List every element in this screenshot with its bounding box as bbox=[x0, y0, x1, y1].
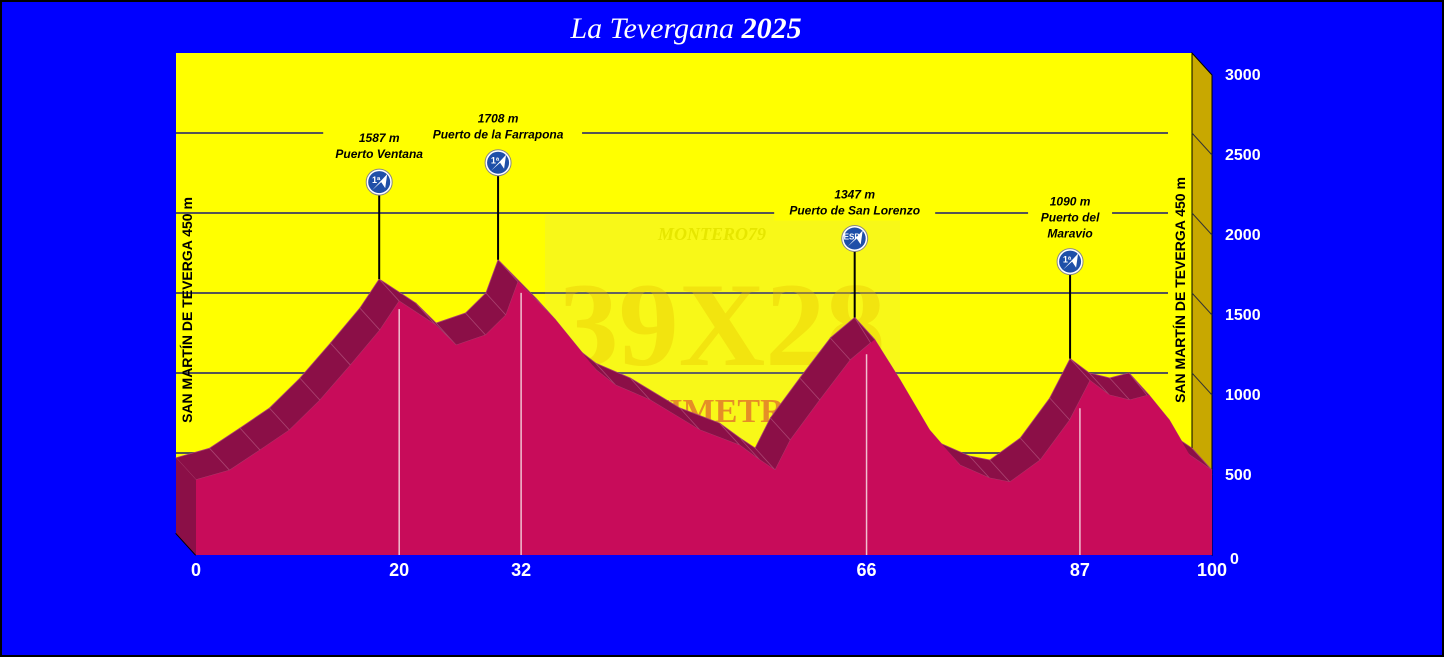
climb-name: Puerto de la Farrapona bbox=[433, 128, 564, 142]
x-tick-label: 0 bbox=[191, 560, 201, 580]
y-tick-label: 0 bbox=[1230, 551, 1239, 568]
climb-category: 1ª bbox=[372, 175, 381, 185]
climb-name: Puerto del bbox=[1041, 211, 1100, 225]
x-tick-label: 66 bbox=[857, 560, 877, 580]
climb-name: Puerto de San Lorenzo bbox=[789, 203, 920, 217]
start-label: SAN MARTÍN DE TEVERGA 450 m bbox=[179, 197, 195, 423]
y-tick-label: 1000 bbox=[1225, 387, 1261, 404]
climb-label-bg bbox=[1028, 193, 1113, 244]
y-tick-label: 3000 bbox=[1225, 67, 1261, 84]
side-gridline bbox=[1191, 132, 1213, 156]
mountain-arrow-icon bbox=[1063, 253, 1079, 270]
y-tick-label: 2000 bbox=[1225, 227, 1261, 244]
climb-elevation: 1708 m bbox=[478, 112, 519, 126]
climb-category-icon bbox=[843, 227, 866, 250]
y-tick-label: 500 bbox=[1225, 467, 1252, 484]
climb-elevation: 1347 m bbox=[834, 187, 875, 201]
climb-category-icon bbox=[487, 151, 510, 174]
y-tick-label: 2500 bbox=[1225, 147, 1261, 164]
x-tick-label: 32 bbox=[511, 560, 531, 580]
x-tick-label: 87 bbox=[1070, 560, 1090, 580]
climb-name: Puerto Ventana bbox=[335, 147, 423, 161]
side-gridline bbox=[1191, 292, 1213, 316]
mountain-arrow-icon bbox=[847, 230, 863, 247]
climb-category-icon bbox=[1059, 250, 1082, 273]
profile-front bbox=[196, 281, 1212, 555]
climb-label-bg bbox=[774, 186, 936, 221]
side-gridline bbox=[1191, 212, 1213, 236]
watermark-top: MONTERO79 bbox=[657, 224, 766, 244]
x-tick-label: 100 bbox=[1197, 560, 1227, 580]
finish-label: SAN MARTÍN DE TEVERGA 450 m bbox=[1172, 177, 1188, 403]
climb-category: 1ª bbox=[1063, 255, 1072, 265]
climb-label-bg bbox=[414, 110, 583, 145]
chart-title: La Tevergana 2025 bbox=[569, 12, 801, 45]
climb-name: Maravio bbox=[1047, 227, 1092, 241]
climb-elevation: 1587 m bbox=[359, 131, 400, 145]
side-gridline bbox=[1191, 372, 1213, 396]
climb-category: ESP bbox=[844, 232, 861, 241]
climb-category: 1ª bbox=[491, 156, 500, 166]
mountain-arrow-icon bbox=[491, 154, 507, 171]
climb-category-icon bbox=[368, 171, 391, 194]
profile-left-side bbox=[176, 457, 196, 555]
mountain-arrow-icon bbox=[372, 174, 388, 191]
climb-elevation: 1090 m bbox=[1050, 195, 1091, 209]
y-tick-label: 1500 bbox=[1225, 307, 1261, 324]
x-tick-label: 20 bbox=[389, 560, 409, 580]
